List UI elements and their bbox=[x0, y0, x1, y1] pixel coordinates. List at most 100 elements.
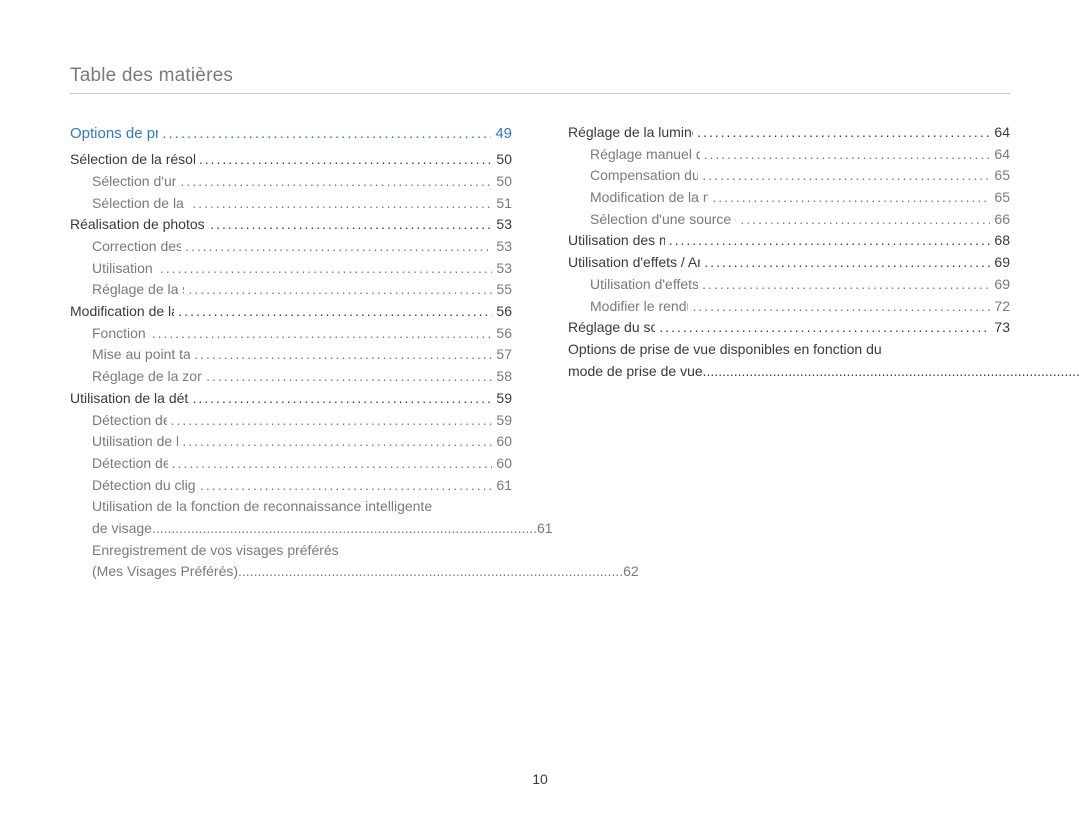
toc-entry-page: 64 bbox=[990, 144, 1010, 166]
dot-leader: ........................................… bbox=[167, 410, 493, 432]
toc-entry-page: 59 bbox=[492, 388, 512, 410]
dot-leader: ........................................… bbox=[190, 344, 492, 366]
dot-leader: ........................................… bbox=[195, 149, 493, 171]
dot-leader: ........................................… bbox=[148, 323, 493, 345]
toc-column-left: Options de prise de vues................… bbox=[70, 122, 512, 583]
dot-leader: ........................................… bbox=[174, 301, 492, 323]
dot-leader: ........................................… bbox=[665, 230, 991, 252]
toc-entry-label: Détection des sourires bbox=[70, 453, 168, 475]
toc-entry: Modification de la mise au point........… bbox=[70, 301, 512, 323]
toc-entry-label: Correction des yeux rouges bbox=[70, 236, 181, 258]
dot-leader: ........................................… bbox=[693, 122, 990, 144]
toc-entry: Utilisation des modes Rafale............… bbox=[568, 230, 1010, 252]
toc-entry-label: Compensation du contre-jour (ACB) bbox=[568, 165, 698, 187]
toc-entry: Utilisation de l'auto portrait..........… bbox=[70, 431, 512, 453]
toc-entry-label: Modification de la mise au point bbox=[70, 301, 174, 323]
dot-leader: ........................................… bbox=[158, 122, 491, 145]
toc-entry-label: Détection du clignement des yeux bbox=[70, 475, 196, 497]
toc-entry-page: 56 bbox=[492, 323, 512, 345]
toc-entry-page: 73 bbox=[990, 317, 1010, 339]
dot-leader: ........................................… bbox=[688, 296, 990, 318]
toc-entry: Options de prise de vue disponibles en f… bbox=[568, 339, 1010, 382]
dot-leader: ........................................… bbox=[196, 475, 492, 497]
toc-entry-label: mode de prise de vue bbox=[568, 361, 703, 383]
dot-leader: ........................................… bbox=[698, 274, 990, 296]
dot-leader: ........................................… bbox=[655, 317, 990, 339]
toc-entry: Détection du clignement des yeux........… bbox=[70, 475, 512, 497]
toc-entry-page: 61 bbox=[537, 518, 553, 540]
toc-entry-label: Utilisation de la détection des visages bbox=[70, 388, 189, 410]
toc-entry: Correction des yeux rouges..............… bbox=[70, 236, 512, 258]
toc-entry-page: 56 bbox=[492, 301, 512, 323]
toc-entry: Sélection de la qualité d'image.........… bbox=[70, 193, 512, 215]
toc-entry-label: Utilisation du flash bbox=[70, 258, 156, 280]
toc-entry: Utilisation d'effets de filtre intellige… bbox=[568, 274, 1010, 296]
toc-entry: Réglage de la sensibilité ISO...........… bbox=[70, 279, 512, 301]
toc-entry-page: 66 bbox=[990, 209, 1010, 231]
dot-leader: ........................................… bbox=[168, 453, 493, 475]
toc-entry-page: 51 bbox=[492, 193, 512, 215]
dot-leader: ........................................… bbox=[202, 366, 492, 388]
toc-entry-page: 72 bbox=[990, 296, 1010, 318]
toc-entry-label: Utilisation d'effets de filtre intellige… bbox=[568, 274, 698, 296]
toc-entry-page: 59 bbox=[492, 410, 512, 432]
toc-section-title: Options de prise de vues................… bbox=[70, 122, 512, 145]
toc-entry-label: Réglage manuel de l'exposition (EV) bbox=[568, 144, 700, 166]
toc-entry: Utilisation de la fonction de reconnaiss… bbox=[70, 496, 512, 539]
toc-entry-page: 53 bbox=[492, 236, 512, 258]
toc-entry: Mise au point tactile intelligente......… bbox=[70, 344, 512, 366]
toc-entry-label: Réglage du son du zoom bbox=[568, 317, 655, 339]
toc-entry-label: Options de prise de vues bbox=[70, 122, 158, 145]
toc-entry-label: Réglage de la zone de mise au point bbox=[70, 366, 202, 388]
toc-entry-page: 65 bbox=[990, 187, 1010, 209]
toc-entry-page: 60 bbox=[492, 431, 512, 453]
toc-entry: Enregistrement de vos visages préférés(M… bbox=[70, 540, 512, 583]
toc-entry-label: Réglage de la sensibilité ISO bbox=[70, 279, 184, 301]
dot-leader: ........................................… bbox=[700, 144, 991, 166]
toc-entry-page: 55 bbox=[492, 279, 512, 301]
toc-entry-page: 53 bbox=[492, 214, 512, 236]
dot-leader: ........................................… bbox=[700, 252, 990, 274]
toc-entry-page: 65 bbox=[990, 165, 1010, 187]
toc-entry-label: Utilisation d'effets / Amélioration des … bbox=[568, 252, 700, 274]
dot-leader: ........................................… bbox=[188, 193, 492, 215]
dot-leader: ........................................… bbox=[703, 361, 1080, 383]
toc-entry-page: 61 bbox=[492, 475, 512, 497]
dot-leader: ........................................… bbox=[698, 165, 990, 187]
page-title: Table des matières bbox=[70, 65, 1010, 87]
toc-entry: Fonction Macro..........................… bbox=[70, 323, 512, 345]
toc-entry-label: Utilisation de la fonction de reconnaiss… bbox=[70, 496, 512, 518]
toc-entry-page: 69 bbox=[990, 252, 1010, 274]
page-number: 10 bbox=[0, 771, 1080, 787]
toc-entry-label: Sélection de la qualité d'image bbox=[70, 193, 188, 215]
toc-entry-label: Sélection d'une source d'éclairage (Bala… bbox=[568, 209, 736, 231]
dot-leader: ........................................… bbox=[178, 431, 492, 453]
toc-entry-page: 49 bbox=[491, 122, 512, 145]
toc-entry: Sélection d'une source d'éclairage (Bala… bbox=[568, 209, 1010, 231]
toc-entry-label: de visage bbox=[70, 518, 152, 540]
toc-entry: Sélection d'une résolution..............… bbox=[70, 171, 512, 193]
toc-entry-label: Sélection de la résolution et de la qual… bbox=[70, 149, 195, 171]
header-rule bbox=[70, 93, 1010, 94]
toc-entry: Réglage manuel de l'exposition (EV).....… bbox=[568, 144, 1010, 166]
dot-leader: ........................................… bbox=[708, 187, 990, 209]
toc-entry: Utilisation du flash....................… bbox=[70, 258, 512, 280]
toc-entry-label: Options de prise de vue disponibles en f… bbox=[568, 339, 1010, 361]
dot-leader: ........................................… bbox=[181, 236, 492, 258]
toc-entry: Réglage de la luminosité et des couleurs… bbox=[568, 122, 1010, 144]
toc-entry: Réalisation de photos dans un endroit so… bbox=[70, 214, 512, 236]
toc-entry-label: Réglage de la luminosité et des couleurs bbox=[568, 122, 693, 144]
toc-entry-page: 57 bbox=[492, 344, 512, 366]
toc-entry: Réglage de la zone de mise au point.....… bbox=[70, 366, 512, 388]
toc-entry-label: Utilisation de l'auto portrait bbox=[70, 431, 178, 453]
toc-entry-label: (Mes Visages Préférés) bbox=[70, 561, 238, 583]
toc-columns: Options de prise de vues................… bbox=[70, 122, 1010, 583]
toc-entry-label: Enregistrement de vos visages préférés bbox=[70, 540, 512, 562]
toc-entry: Détection des sourires..................… bbox=[70, 453, 512, 475]
dot-leader: ........................................… bbox=[156, 258, 492, 280]
toc-entry-label: Réalisation de photos dans un endroit so… bbox=[70, 214, 206, 236]
dot-leader: ........................................… bbox=[206, 214, 492, 236]
toc-entry: Compensation du contre-jour (ACB).......… bbox=[568, 165, 1010, 187]
dot-leader: ........................................… bbox=[189, 388, 493, 410]
toc-entry-label: Sélection d'une résolution bbox=[70, 171, 176, 193]
